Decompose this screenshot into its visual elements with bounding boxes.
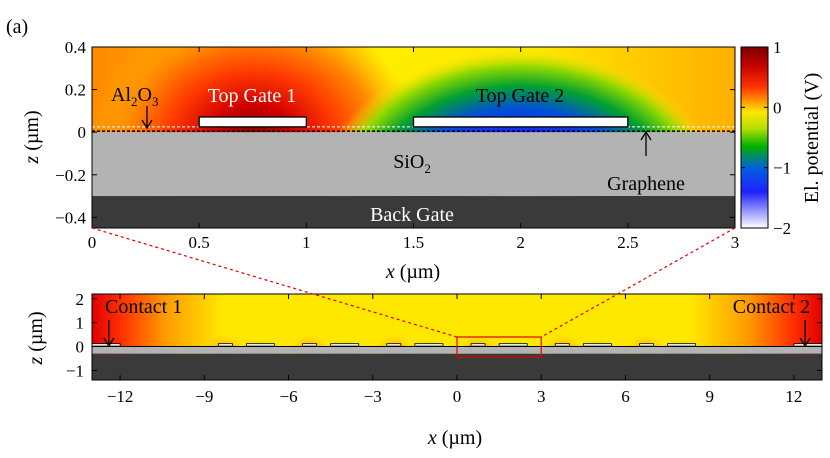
bottom-top-gate [470,343,486,347]
top-x-tick-label: 2 [516,233,525,252]
sio2-label: SiO2 [393,151,431,176]
top-x-tick-label: 2.5 [617,233,638,252]
colorbar-ticks: 1 0 −1 −2 [741,38,791,238]
top-x-axis-label: x (µm) [385,261,440,283]
bottom-gates [217,343,697,347]
bottom-x-tick-label: 12 [785,387,802,406]
contact-1-electrode [92,343,121,347]
bottom-top-gate [217,343,233,347]
sio2-layer [92,132,735,197]
bottom-x-axis-label: x (µm) [427,427,482,449]
contact-arrow-head [103,337,115,348]
zoom-region-box [456,336,542,358]
bottom-y-axis-label: z (µm) [25,311,47,365]
colorbar-tick-label: −2 [773,219,791,238]
top-gate-1 [198,116,307,128]
back-gate-layer [92,196,735,228]
panel-label: (a) [6,16,28,38]
bottom-x-ticks: −12 −9 −6 −3 0 3 6 9 12 [107,294,802,406]
bottom-x-tick-label: 9 [705,387,714,406]
contact-arrow-head [799,337,811,348]
contact-arrows [103,320,811,348]
zoom-connector-right [540,227,736,338]
colorbar-tick-label: 1 [773,38,782,57]
top-y-tick-label: 0.4 [65,38,87,57]
bottom-x-tick-label: −9 [195,387,213,406]
colorbar-tick-label: −1 [773,159,791,178]
contact-2-electrode [793,343,822,347]
bottom-top-gate [667,343,697,347]
top-x-tick-label: 0.5 [189,233,210,252]
top-gate-2-label: Top Gate 2 [476,85,565,107]
top-y-tick-label: −0.2 [55,166,86,185]
bottom-y-tick-label: 2 [76,290,85,309]
graphene-arrow-head [640,130,652,141]
al2o3-label: Al2O3 [111,84,158,109]
colorbar-label: El. potential (V) [801,73,823,204]
top-y-ticks: −0.4 −0.2 0 0.2 0.4 [55,38,735,227]
al2o3-arrow-head [141,119,153,130]
top-x-tick-label: 1.5 [403,233,424,252]
top-y-axis-label: z (µm) [21,110,43,164]
bottom-x-tick-label: 0 [453,387,462,406]
bottom-top-gate [582,343,612,347]
graphene-label: Graphene [607,173,685,195]
top-x-ticks: 0 0.5 1 1.5 2 2.5 3 [88,47,740,252]
colorbar-gradient [740,46,769,229]
bottom-x-tick-label: −3 [364,387,382,406]
bottom-top-gate [414,343,444,347]
bottom-y-tick-label: 1 [76,314,85,333]
bottom-y-tick-label: 0 [76,338,85,357]
top-y-tick-label: 0.2 [65,81,86,100]
top-gate-1-label: Top Gate 1 [208,85,297,107]
bottom-y-tick-label: −1 [66,361,84,380]
bottom-top-gate [246,343,275,347]
bottom-top-gate [639,343,654,347]
bottom-top-gate [498,343,528,347]
contact-2-label: Contact 2 [733,296,810,318]
top-gate-2 [412,116,629,128]
bottom-x-tick-label: −12 [107,387,134,406]
bottom-top-gate [302,343,318,347]
bottom-x-tick-label: 6 [621,387,630,406]
top-x-tick-label: 3 [731,233,740,252]
bottom-x-tick-label: −6 [279,387,297,406]
bottom-contacts [92,343,822,347]
back-gate-label: Back Gate [370,204,454,226]
bottom-top-gate [330,343,360,347]
top-x-tick-label: 0 [88,233,97,252]
top-x-tick-label: 1 [302,233,311,252]
bottom-top-gate [386,343,402,347]
bottom-y-ticks: −1 0 1 2 [66,290,822,380]
bottom-top-gate [554,343,570,347]
top-potential-map: 0 0.5 1 1.5 2 2.5 3 −0.4 −0.2 0 0.2 0.4 Al2O3 Top … [21,38,740,283]
contact-1-label: Contact 1 [105,296,182,318]
colorbar: 1 0 −1 −2 El. potential (V) [740,38,823,238]
top-y-tick-label: 0 [78,123,87,142]
colorbar-tick-label: 0 [773,98,782,117]
top-y-tick-label: −0.4 [55,208,86,227]
bottom-x-tick-label: 3 [537,387,546,406]
